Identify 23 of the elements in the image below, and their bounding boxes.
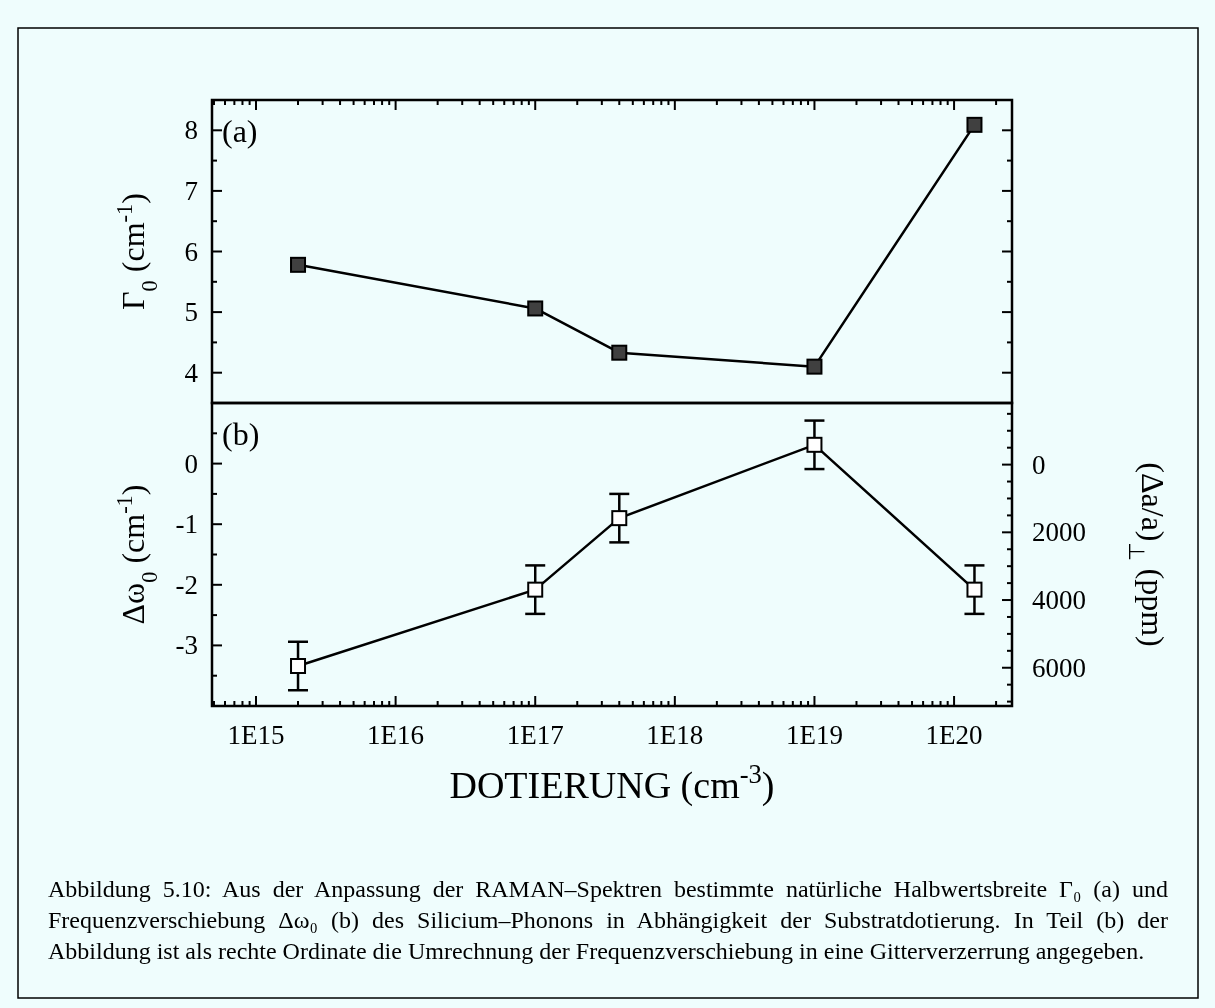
y2-tick-label: 0	[1032, 449, 1046, 480]
x-axis-title: DOTIERUNG (cm$^{-3}$)	[449, 759, 775, 807]
y-tick-label: 5	[184, 297, 198, 328]
y2-tick-label: 2000	[1032, 517, 1086, 548]
y-tick-label: 4	[184, 357, 199, 388]
y-tick-label: -2	[175, 569, 198, 600]
y-tick-label: 0	[184, 448, 198, 479]
y2-tick-label: 6000	[1032, 652, 1086, 683]
x-tick-label: 1E17	[506, 720, 564, 750]
x-tick-label: 1E19	[785, 720, 843, 750]
y-tick-label: 7	[184, 175, 198, 206]
y-tick-label: -3	[175, 630, 198, 661]
annotation: (b)	[222, 416, 260, 452]
y-tick-label: 6	[184, 236, 198, 267]
x-tick-label: 1E15	[227, 720, 285, 750]
y2-tick-label: 4000	[1032, 585, 1086, 616]
y-tick-label: 8	[184, 115, 198, 146]
y-tick-label: -1	[175, 509, 198, 540]
x-tick-label: 1E16	[367, 720, 425, 750]
x-tick-label: 1E18	[646, 720, 704, 750]
x-tick-label: 1E20	[925, 720, 983, 750]
annotation: (a)	[222, 113, 258, 149]
text: Abbildung 5.10: Aus der Anpassung der RAMAN–Spektren bestimmte natürliche Halbwertsbreite Γ₀ (a) und Frequenzverschiebung Δω₀ (b) des Silicium–Phonons in Abhängigkeit der Substratdotierung. In Teil (b) der Abbildung ist als rechte Ordinate die Umrechnung der Frequenzverschiebung in eine Gitterverzerrung angegeben.	[48, 875, 1168, 966]
